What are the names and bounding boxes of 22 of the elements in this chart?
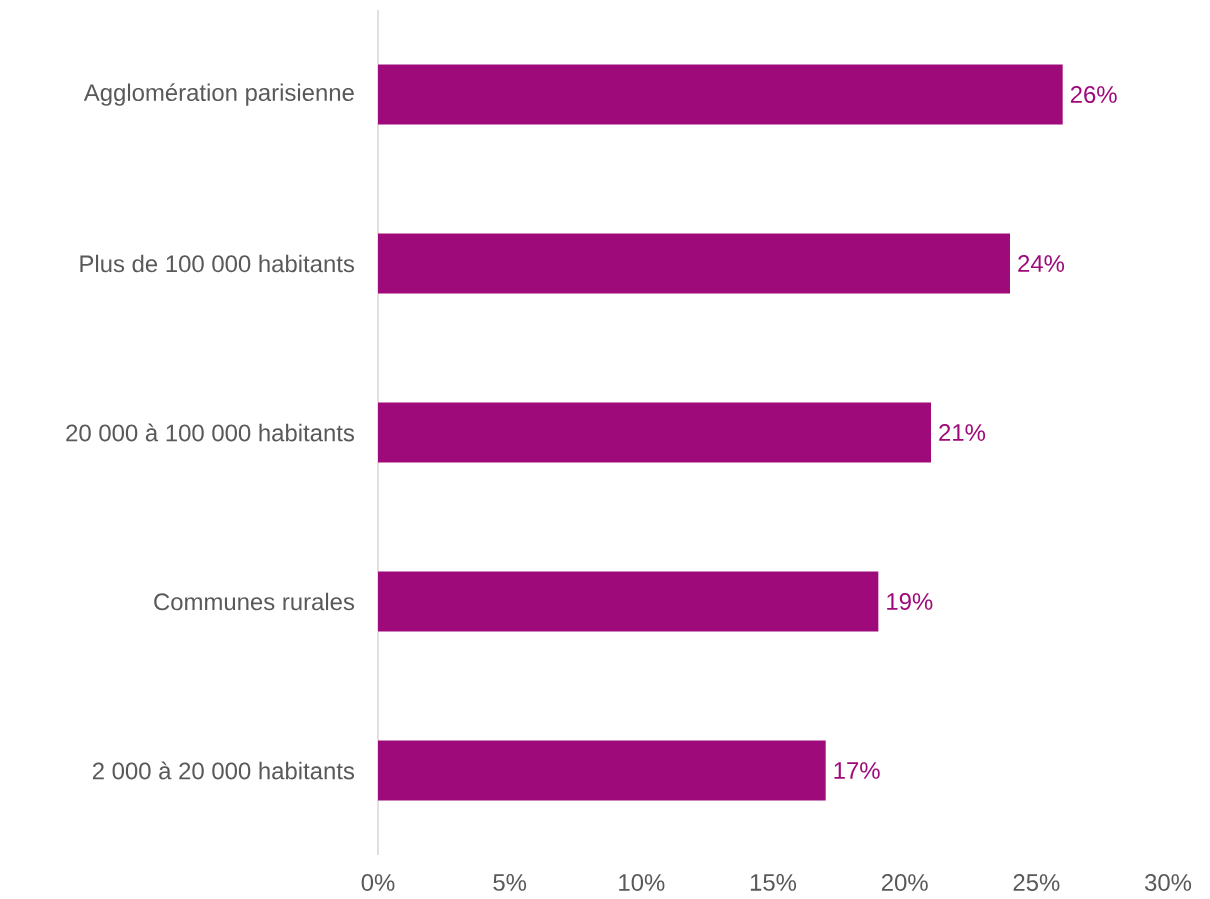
- data-label: 24%: [1018, 255, 1065, 272]
- x-tick-label: 10%: [619, 874, 665, 891]
- bar: [378, 233, 1010, 294]
- x-tick-label: 0%: [361, 874, 395, 891]
- y-tick-label: 20 000 à 100 000 habitants: [66, 423, 355, 442]
- x-tick-label: 30%: [1144, 874, 1192, 891]
- bar: [378, 740, 826, 801]
- bar: [378, 64, 1063, 125]
- y-tick-label: Plus de 100 000 habitants: [80, 254, 355, 273]
- x-tick-label: 20%: [881, 874, 928, 891]
- x-tick-label: 25%: [1013, 874, 1060, 891]
- y-tick-label: 2 000 à 20 000 habitants: [92, 761, 355, 780]
- y-tick-label: Agglomération parisienne: [83, 83, 354, 106]
- data-label: 26%: [1070, 86, 1117, 103]
- x-tick-label: 5%: [493, 874, 527, 891]
- data-label: 19%: [887, 593, 933, 610]
- data-label: 17%: [834, 762, 880, 779]
- bar: [378, 402, 931, 463]
- y-tick-label: Communes rurales: [154, 592, 355, 611]
- x-tick-label: 15%: [750, 874, 797, 891]
- bar: [378, 571, 879, 632]
- data-label: 21%: [939, 424, 986, 441]
